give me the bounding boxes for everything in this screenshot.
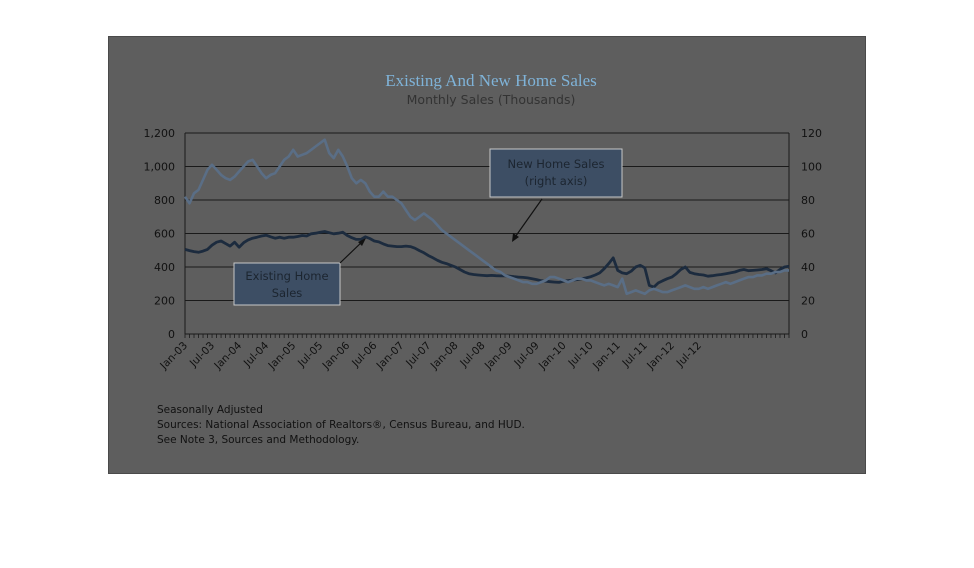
left-axis-tick-label: 1,000 bbox=[144, 161, 176, 174]
x-axis-tick-label: Jul-12 bbox=[674, 340, 704, 370]
right-axis-tick-label: 100 bbox=[801, 161, 822, 174]
x-axis-tick-label: Jan-06 bbox=[320, 339, 353, 372]
x-axis-tick-label: Jul-09 bbox=[511, 340, 541, 370]
x-axis-ticks: Jan-03Jul-03Jan-04Jul-04Jan-05Jul-05Jan-… bbox=[157, 334, 790, 373]
annotation-text: Sales bbox=[272, 286, 303, 300]
left-axis-tick-label: 800 bbox=[154, 194, 175, 207]
right-axis-tick-label: 40 bbox=[801, 261, 815, 274]
annotation-box bbox=[233, 262, 341, 306]
right-axis-tick-label: 120 bbox=[801, 127, 822, 140]
x-axis-tick-label: Jan-05 bbox=[266, 340, 299, 373]
right-axis-tick-label: 0 bbox=[801, 328, 808, 341]
left-axis-tick-label: 0 bbox=[168, 328, 175, 341]
chart-frame bbox=[108, 36, 866, 474]
right-axis-ticks: 0 20 40 60 80 100 120 bbox=[801, 127, 822, 341]
annotation-arrow bbox=[512, 198, 543, 241]
x-axis-tick-label: Jan-11 bbox=[590, 340, 623, 373]
annotation-text: Existing Home bbox=[245, 269, 328, 283]
left-axis-tick-label: 200 bbox=[154, 295, 175, 308]
annotation-arrowhead bbox=[358, 238, 366, 246]
left-axis-ticks: 0 200 400 600 800 1,000 1,200 bbox=[144, 127, 176, 341]
x-axis-tick-label: Jul-11 bbox=[620, 340, 650, 370]
x-axis-tick-label: Jul-04 bbox=[241, 339, 272, 370]
left-axis-tick-label: 600 bbox=[154, 228, 175, 241]
x-axis-tick-label: Jan-08 bbox=[428, 340, 461, 373]
right-axis-tick-label: 80 bbox=[801, 194, 815, 207]
note-sources: Sources: National Association of Realtor… bbox=[157, 419, 525, 431]
chart-title: Existing And New Home Sales bbox=[385, 71, 597, 90]
note-seasonally-adjusted: Seasonally Adjusted bbox=[157, 404, 263, 416]
annotation-new-home-sales: New Home Sales (right axis) bbox=[489, 148, 623, 242]
annotation-arrowhead bbox=[512, 233, 519, 242]
right-axis-tick-label: 60 bbox=[801, 228, 815, 241]
x-axis-tick-label: Jan-09 bbox=[482, 340, 515, 373]
x-axis-tick-label: Jan-03 bbox=[157, 340, 190, 373]
x-axis-tick-label: Jul-03 bbox=[187, 340, 217, 370]
x-axis-tick-label: Jul-06 bbox=[349, 339, 380, 370]
x-axis-tick-label: Jul-10 bbox=[566, 340, 596, 370]
x-axis-tick-label: Jul-05 bbox=[295, 340, 325, 370]
annotation-text: New Home Sales bbox=[508, 157, 605, 171]
annotation-text: (right axis) bbox=[525, 174, 588, 188]
x-axis-tick-label: Jan-04 bbox=[211, 339, 244, 372]
left-axis-tick-label: 1,200 bbox=[144, 127, 176, 140]
x-axis-tick-label: Jul-07 bbox=[403, 340, 433, 370]
x-axis-tick-label: Jan-12 bbox=[644, 340, 677, 373]
x-axis-tick-label: Jan-07 bbox=[374, 340, 407, 373]
chart-subtitle: Monthly Sales (Thousands) bbox=[407, 92, 576, 107]
x-axis-tick-label: Jan-10 bbox=[536, 340, 569, 373]
note-methodology: See Note 3, Sources and Methodology. bbox=[157, 434, 359, 446]
series-line-existing-home-sales bbox=[184, 230, 790, 289]
x-axis-tick-label: Jul-08 bbox=[457, 340, 487, 370]
annotation-existing-home-sales: Existing Home Sales bbox=[233, 238, 366, 306]
annotation-box bbox=[489, 148, 623, 198]
series-line-new-home-sales bbox=[183, 138, 789, 296]
right-axis-tick-label: 20 bbox=[801, 295, 815, 308]
left-axis-tick-label: 400 bbox=[154, 261, 175, 274]
series-lines bbox=[183, 138, 790, 296]
